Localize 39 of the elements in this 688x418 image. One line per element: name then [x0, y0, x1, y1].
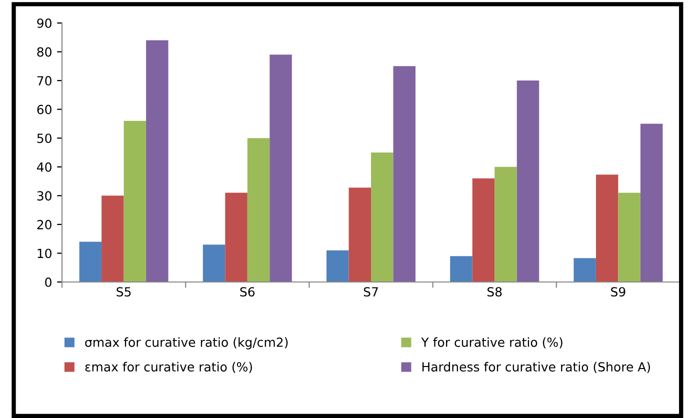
bar	[494, 166, 517, 282]
bar	[640, 124, 663, 282]
y-tick-label: 10	[38, 248, 52, 258]
y-tick-label: 50	[37, 134, 52, 144]
y-tick-label: 60	[37, 104, 52, 114]
bar	[102, 196, 124, 282]
bar	[124, 120, 146, 282]
bar	[596, 174, 618, 282]
bar	[225, 192, 248, 282]
bar	[393, 66, 416, 282]
x-tick-label: S9	[611, 287, 626, 297]
y-tick-label: 0	[45, 277, 52, 287]
bar	[574, 258, 596, 282]
bar	[79, 242, 102, 282]
x-tick-label: S8	[487, 287, 502, 297]
legend-label: Hardness for curative ratio (Shore A)	[422, 362, 650, 374]
y-tick-label: 30	[37, 191, 52, 201]
bar	[202, 244, 226, 282]
x-tick-label: S6	[240, 287, 255, 297]
x-tick-label: S7	[364, 287, 378, 297]
legend-label: σmax for curative ratio (kg/cm2)	[85, 337, 288, 350]
bar	[516, 80, 540, 282]
x-tick-label: S5	[116, 287, 131, 297]
y-tick-label: 90	[37, 18, 52, 28]
y-tick-label: 70	[37, 76, 52, 86]
bar	[348, 188, 371, 282]
bar	[146, 40, 168, 282]
legend-label: Y for curative ratio (%)	[421, 337, 562, 348]
bar	[450, 256, 472, 282]
y-tick-label: 80	[37, 47, 52, 57]
bar	[371, 152, 394, 282]
bar	[247, 138, 270, 282]
y-tick-label: 40	[36, 162, 52, 172]
bar	[618, 192, 640, 282]
bar	[326, 250, 349, 282]
bar	[270, 54, 292, 282]
y-tick-label: 20	[37, 220, 52, 230]
bar	[472, 178, 495, 282]
legend-label: εmax for curative ratio (%)	[85, 362, 252, 374]
